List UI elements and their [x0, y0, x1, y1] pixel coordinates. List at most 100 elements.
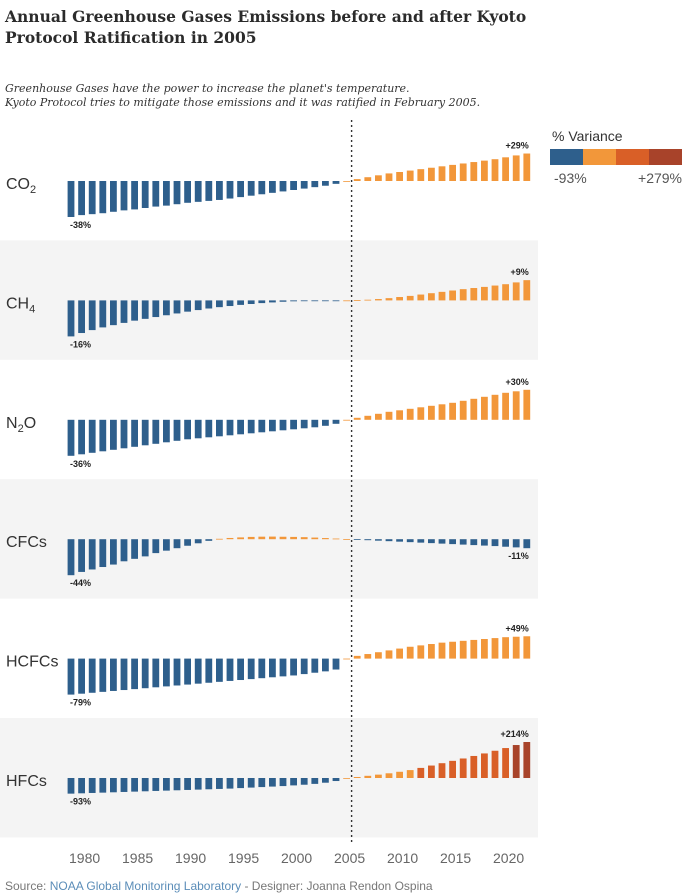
bar-ch-2019 — [491, 285, 499, 301]
legend-swatch-brown — [649, 149, 682, 165]
bar-co-1984 — [120, 181, 128, 211]
bar-cfcs-1982 — [99, 539, 107, 568]
source-link[interactable]: NOAA Global Monitoring Laboratory — [49, 879, 242, 893]
bar-cfcs-1987 — [152, 539, 160, 554]
bar-co-1982 — [99, 181, 107, 214]
bar-co-1988 — [163, 181, 170, 206]
x-tick-2010: 2010 — [387, 850, 418, 866]
bar-cfcs-1979 — [67, 539, 75, 576]
bar-hcfcs-2016 — [459, 640, 467, 659]
bar-hcfcs-2014 — [438, 642, 446, 659]
bar-co-2013 — [428, 167, 435, 181]
bar-cfcs-2004 — [332, 538, 340, 540]
bar-co-2014 — [438, 166, 446, 181]
bar-co-2015 — [449, 164, 456, 181]
bar-co-2017 — [470, 162, 478, 181]
gas-label-co: CO2 — [6, 176, 36, 196]
bar-co-1997 — [258, 181, 266, 195]
bar-ch-2005 — [343, 300, 350, 302]
bar-n-2022 — [523, 389, 531, 420]
bar-ch-1998 — [269, 300, 276, 303]
bar-hfcs-1984 — [120, 778, 128, 792]
bar-hfcs-1995 — [237, 778, 244, 789]
last-value-label: +30% — [506, 377, 529, 387]
legend-swatch-dark-orange — [616, 149, 649, 165]
bar-n-2019 — [491, 394, 499, 420]
bar-hcfcs-2004 — [332, 658, 340, 670]
last-value-label: +29% — [506, 141, 529, 151]
panel-background — [0, 718, 538, 838]
bar-co-1983 — [110, 181, 117, 212]
bar-hcfcs-2020 — [502, 637, 509, 659]
bar-ch-2015 — [449, 290, 456, 301]
bar-hfcs-2019 — [491, 750, 499, 778]
bar-n-2021 — [512, 391, 520, 420]
bar-hcfcs-1995 — [237, 658, 244, 681]
last-value-label: +49% — [506, 623, 529, 633]
bar-n-1988 — [163, 419, 170, 443]
bar-n-2007 — [364, 415, 372, 420]
bar-hcfcs-2002 — [311, 658, 319, 673]
bar-cfcs-2001 — [300, 537, 308, 540]
bar-cfcs-2018 — [481, 539, 488, 546]
panel-background — [0, 240, 538, 360]
bar-cfcs-2013 — [428, 539, 435, 544]
bar-hfcs-1994 — [226, 778, 234, 789]
bar-co-1985 — [131, 181, 138, 210]
bar-cfcs-1995 — [237, 537, 244, 540]
bar-cfcs-1998 — [269, 536, 276, 540]
subtitle-line-2: Kyoto Protocol tries to mitigate those e… — [5, 96, 481, 109]
bar-ch-1986 — [141, 300, 149, 319]
bar-co-2004 — [332, 181, 340, 184]
bar-cfcs-2002 — [311, 537, 319, 540]
bar-cfcs-1989 — [173, 539, 181, 549]
first-value-label: -16% — [70, 339, 91, 349]
bar-n-1996 — [247, 419, 255, 434]
bar-co-1999 — [279, 181, 287, 192]
bar-hfcs-1999 — [279, 778, 287, 787]
bar-ch-2014 — [438, 291, 446, 301]
bar-hfcs-2012 — [417, 767, 425, 778]
bar-cfcs-1983 — [110, 539, 117, 565]
bar-n-1991 — [194, 419, 202, 439]
bar-ch-2003 — [322, 300, 329, 302]
bar-cfcs-2011 — [406, 539, 414, 543]
bar-ch-1985 — [131, 300, 138, 321]
bar-ch-1987 — [152, 300, 160, 318]
bar-hcfcs-2006 — [353, 655, 361, 659]
bar-n-1982 — [99, 419, 107, 452]
bar-co-1993 — [216, 181, 223, 200]
bar-hfcs-2003 — [322, 778, 329, 783]
bar-n-2010 — [396, 410, 403, 420]
legend-title: % Variance — [552, 128, 623, 144]
chart-subtitle: Greenhouse Gases have the power to incre… — [5, 82, 605, 110]
bar-ch-2013 — [428, 293, 435, 301]
bar-hfcs-2015 — [449, 760, 456, 778]
bar-co-2009 — [385, 173, 393, 181]
bar-hcfcs-2021 — [512, 636, 520, 659]
bar-n-1994 — [226, 419, 234, 436]
bar-cfcs-1981 — [88, 539, 96, 570]
bar-n-1981 — [88, 419, 96, 453]
bar-n-1990 — [184, 419, 191, 440]
bar-ch-2016 — [459, 289, 467, 301]
bar-hfcs-2004 — [332, 778, 340, 782]
bar-cfcs-2009 — [385, 539, 393, 542]
bar-hcfcs-1986 — [141, 658, 149, 689]
bar-n-2013 — [428, 405, 435, 420]
bar-co-2003 — [322, 181, 329, 186]
gas-label-hcfcs: HCFCs — [6, 654, 58, 671]
bar-hcfcs-1991 — [194, 658, 202, 684]
bar-hcfcs-1992 — [205, 658, 213, 683]
bar-ch-1997 — [258, 300, 266, 304]
bar-n-2012 — [417, 407, 425, 420]
bar-ch-2020 — [502, 284, 509, 301]
bar-hcfcs-2009 — [385, 650, 393, 659]
bar-ch-1996 — [247, 300, 255, 304]
bar-hfcs-2009 — [385, 773, 393, 778]
bar-co-1992 — [205, 181, 213, 201]
first-value-label: -44% — [70, 578, 91, 588]
bar-ch-2001 — [300, 300, 308, 302]
bar-n-1986 — [141, 419, 149, 446]
